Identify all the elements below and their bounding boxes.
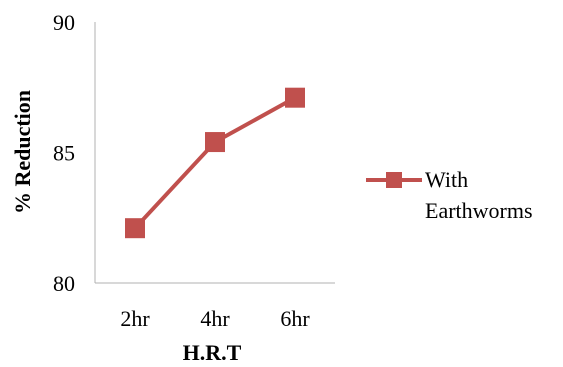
legend-label-line1: With	[425, 167, 468, 192]
legend: With Earthworms	[366, 167, 533, 223]
y-axis: 80 85 90 % Reduction	[10, 10, 96, 296]
x-tick-labels: 2hr 4hr 6hr	[120, 306, 310, 331]
x-tick-label: 6hr	[280, 306, 310, 331]
data-point-marker	[285, 87, 305, 108]
series-line	[133, 95, 296, 230]
data-point-marker	[125, 218, 145, 239]
x-tick-label: 4hr	[200, 306, 230, 331]
y-axis-title: % Reduction	[10, 90, 35, 214]
data-point-marker	[205, 132, 225, 153]
y-tick-label: 85	[53, 141, 75, 166]
legend-label-line2: Earthworms	[425, 198, 533, 223]
y-tick-labels: 80 85 90	[53, 10, 75, 296]
x-axis: 2hr 4hr 6hr H.R.T	[95, 282, 335, 365]
x-axis-title: H.R.T	[183, 340, 242, 365]
x-tick-label: 2hr	[120, 306, 150, 331]
y-tick-label: 90	[53, 10, 75, 35]
legend-swatch-marker	[386, 172, 402, 188]
plot-area	[125, 87, 305, 239]
y-tick-label: 80	[53, 271, 75, 296]
